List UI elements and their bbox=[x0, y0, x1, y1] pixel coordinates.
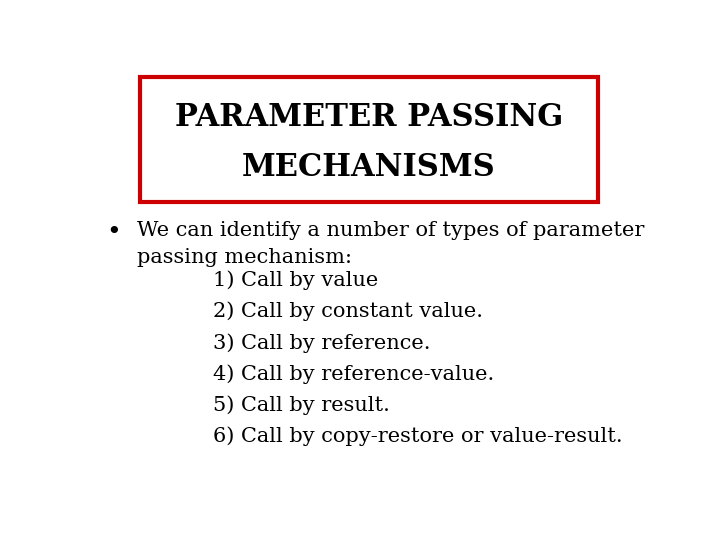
Text: PARAMETER PASSING: PARAMETER PASSING bbox=[175, 102, 563, 133]
Text: 4) Call by reference-value.: 4) Call by reference-value. bbox=[213, 364, 494, 384]
Text: passing mechanism:: passing mechanism: bbox=[138, 248, 352, 267]
Text: MECHANISMS: MECHANISMS bbox=[242, 152, 496, 183]
Text: 2) Call by constant value.: 2) Call by constant value. bbox=[213, 302, 482, 321]
Text: •: • bbox=[107, 221, 122, 244]
Text: 1) Call by value: 1) Call by value bbox=[213, 271, 378, 291]
FancyBboxPatch shape bbox=[140, 77, 598, 202]
Text: 3) Call by reference.: 3) Call by reference. bbox=[213, 333, 431, 353]
Text: 6) Call by copy-restore or value-result.: 6) Call by copy-restore or value-result. bbox=[213, 427, 622, 446]
Text: 5) Call by result.: 5) Call by result. bbox=[213, 395, 390, 415]
Text: We can identify a number of types of parameter: We can identify a number of types of par… bbox=[138, 221, 645, 240]
